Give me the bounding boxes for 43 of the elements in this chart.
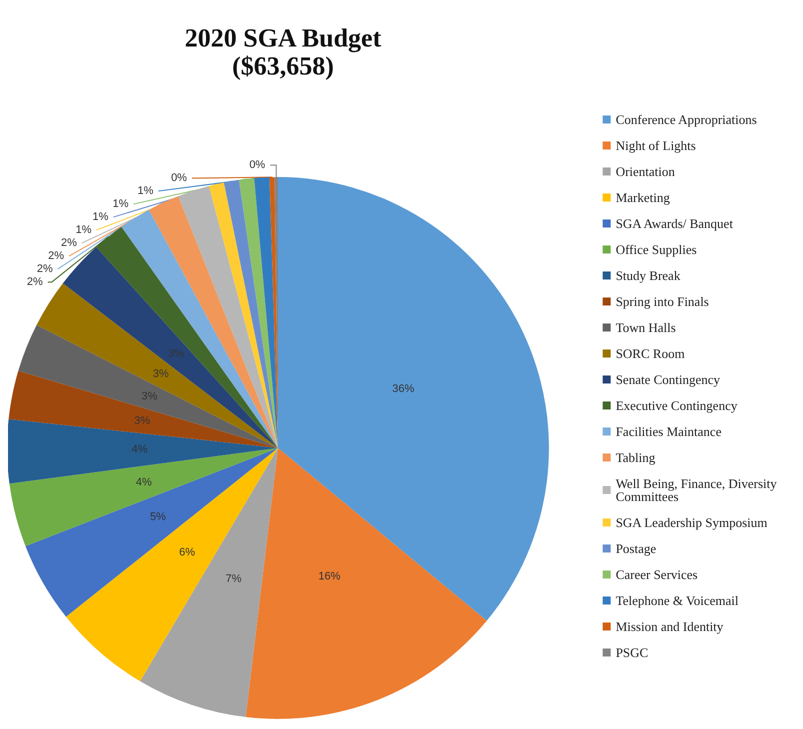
data-label: 1%: [76, 224, 92, 236]
data-label: 2%: [60, 237, 78, 250]
data-label: 1%: [92, 211, 109, 224]
legend-label: Career Services: [616, 567, 698, 582]
legend-label: Study Break: [616, 268, 681, 283]
legend-label: SORC Room: [616, 346, 685, 361]
legend-label: Telephone & Voicemail: [616, 593, 739, 608]
chart-title: 2020 SGA Budget: [184, 24, 382, 52]
legend-label: Night of Lights: [616, 138, 696, 153]
legend-label: Orientation: [616, 164, 676, 179]
chart-subtitle: ($63,658): [232, 52, 334, 80]
legend-label: Marketing: [616, 190, 670, 205]
legend-label: SGA Awards/ Banquet: [616, 216, 734, 231]
legend-label: Senate Contingency: [616, 372, 721, 387]
legend-label: Postage: [616, 541, 656, 556]
data-label: 1%: [112, 198, 129, 210]
legend-label: Office Supplies: [616, 242, 697, 257]
legend-label: Tabling: [616, 450, 656, 465]
legend-label: SGA Leadership Symposium: [616, 515, 768, 530]
legend-label: Facilities Maintance: [616, 424, 722, 439]
data-label: 0%: [249, 159, 266, 172]
data-label: 3%: [152, 368, 170, 380]
data-label: 2%: [36, 263, 53, 276]
legend-label: Conference Appropriations: [616, 112, 757, 127]
data-label: 2%: [26, 276, 44, 288]
legend-label: Executive Contingency: [616, 398, 738, 413]
data-label: 3%: [168, 348, 184, 360]
legend-label: Town Halls: [616, 320, 676, 335]
data-label: 2%: [48, 250, 64, 262]
legend-label: Spring into Finals: [616, 294, 709, 309]
legend-label: Well Being, Finance, Diversity Committees: [616, 476, 780, 504]
data-label: 36%: [392, 383, 415, 396]
legend-label: PSGC: [616, 645, 648, 660]
data-label: 4%: [132, 444, 148, 456]
data-label: 1%: [137, 185, 154, 198]
data-label: 5%: [150, 510, 166, 523]
data-label: 7%: [226, 573, 242, 586]
data-label: 6%: [179, 546, 196, 558]
data-label: 0%: [171, 172, 188, 184]
data-label: 16%: [318, 570, 341, 583]
data-label: 3%: [134, 414, 150, 427]
legend-label: Mission and Identity: [616, 619, 724, 634]
data-label: 4%: [136, 476, 152, 488]
